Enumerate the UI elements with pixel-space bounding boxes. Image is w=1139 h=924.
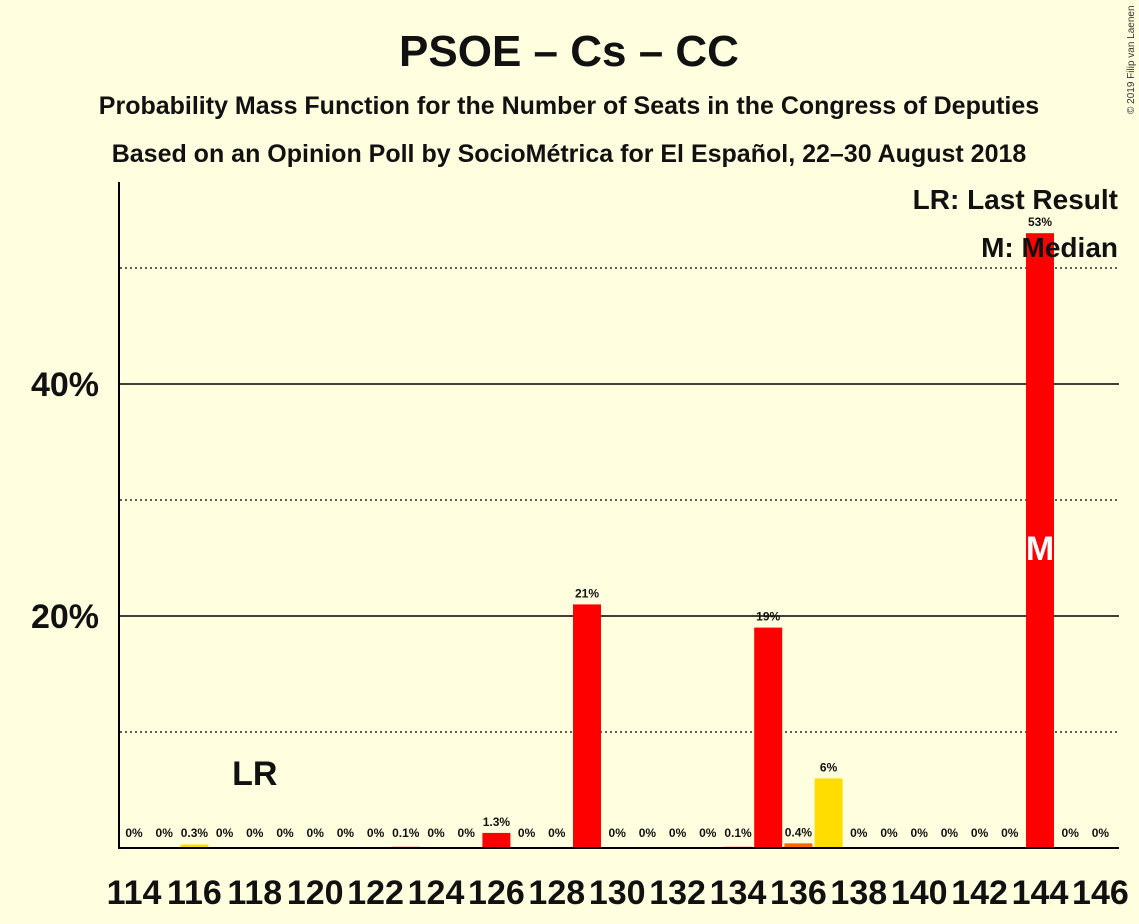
data-label-seat-134: 0.1% [724, 826, 752, 840]
x-tick-label: 146 [1072, 874, 1129, 912]
data-label-seat-141: 0% [941, 826, 959, 840]
y-axis-ticks: 40% 20% [31, 366, 99, 636]
data-label-seat-123: 0.1% [392, 826, 420, 840]
data-label-seat-116: 0.3% [181, 826, 209, 840]
data-label-seat-126: 1.3% [483, 815, 511, 829]
x-tick-label: 116 [167, 874, 222, 912]
x-tick-label: 140 [891, 874, 948, 912]
y-tick-label: 20% [31, 598, 99, 636]
bar-seat-137 [814, 778, 843, 848]
legend-last-result: LR: Last Result [913, 184, 1118, 215]
bar-seat-126 [482, 832, 511, 848]
x-tick-label: 130 [589, 874, 646, 912]
data-labels: 0% 0% 0.3% 0% 0% 0% 0% 0% 0% 0.1% 0% 0% 1.3% 0% 0% 21% 0… [125, 215, 1109, 840]
data-label-seat-122: 0% [367, 826, 385, 840]
data-label-seat-124: 0% [427, 826, 445, 840]
bar-seat-144 [1026, 233, 1054, 848]
last-result-marker: LR [232, 755, 277, 793]
chart-title: PSOE – Cs – CC [399, 27, 739, 76]
x-tick-label: 114 [107, 874, 162, 912]
data-label-seat-133: 0% [699, 826, 717, 840]
x-tick-label: 124 [408, 874, 465, 912]
bar-seat-136 [784, 843, 813, 848]
data-label-seat-132: 0% [669, 826, 687, 840]
data-label-seat-142: 0% [971, 826, 989, 840]
data-label-seat-130: 0% [609, 826, 627, 840]
data-label-seat-140: 0% [911, 826, 929, 840]
x-tick-label: 120 [287, 874, 344, 912]
bars [180, 233, 1054, 848]
x-tick-label: 144 [1012, 874, 1069, 912]
data-label-seat-114: 0% [125, 826, 143, 840]
x-tick-label: 134 [710, 874, 767, 912]
legend-median: M: Median [981, 232, 1118, 263]
data-label-seat-118: 0% [246, 826, 264, 840]
data-label-seat-137: 6% [820, 760, 838, 774]
x-axis-ticks: 114 116 118 120 122 124 126 128 130 132 134 136 138 1… [107, 874, 1129, 912]
data-label-seat-125: 0% [458, 826, 476, 840]
data-label-seat-129: 21% [575, 586, 599, 600]
bar-seat-135 [754, 627, 783, 848]
data-label-seat-135: 19% [756, 610, 780, 624]
x-tick-label: 132 [649, 874, 706, 912]
x-tick-label: 126 [468, 874, 525, 912]
bar-seat-129 [573, 604, 601, 848]
gridlines [120, 267, 1119, 733]
x-tick-label: 136 [770, 874, 827, 912]
median-marker: M [1026, 530, 1054, 568]
data-label-seat-145: 0% [1062, 826, 1080, 840]
data-label-seat-127: 0% [518, 826, 536, 840]
data-label-seat-131: 0% [639, 826, 657, 840]
data-label-seat-119: 0% [276, 826, 294, 840]
data-label-seat-136: 0.4% [785, 825, 813, 839]
x-tick-label: 128 [528, 874, 585, 912]
chart-source: Based on an Opinion Poll by SocioMétrica… [112, 140, 1027, 168]
x-tick-label: 138 [830, 874, 887, 912]
x-tick-label: 142 [951, 874, 1008, 912]
data-label-seat-138: 0% [850, 826, 868, 840]
data-label-seat-139: 0% [880, 826, 898, 840]
x-tick-label: 122 [347, 874, 404, 912]
data-label-seat-144: 53% [1028, 215, 1052, 229]
data-label-seat-143: 0% [1001, 826, 1019, 840]
data-label-seat-146: 0% [1092, 826, 1110, 840]
data-label-seat-128: 0% [548, 826, 566, 840]
data-label-seat-120: 0% [307, 826, 325, 840]
copyright-notice: © 2019 Filip van Laenen [1126, 5, 1137, 114]
chart-subtitle: Probability Mass Function for the Number… [99, 92, 1039, 120]
data-label-seat-117: 0% [216, 826, 234, 840]
bar-seat-116 [180, 844, 209, 848]
data-label-seat-121: 0% [337, 826, 355, 840]
data-label-seat-115: 0% [156, 826, 174, 840]
y-tick-label: 40% [31, 366, 99, 404]
x-tick-label: 118 [227, 874, 282, 912]
